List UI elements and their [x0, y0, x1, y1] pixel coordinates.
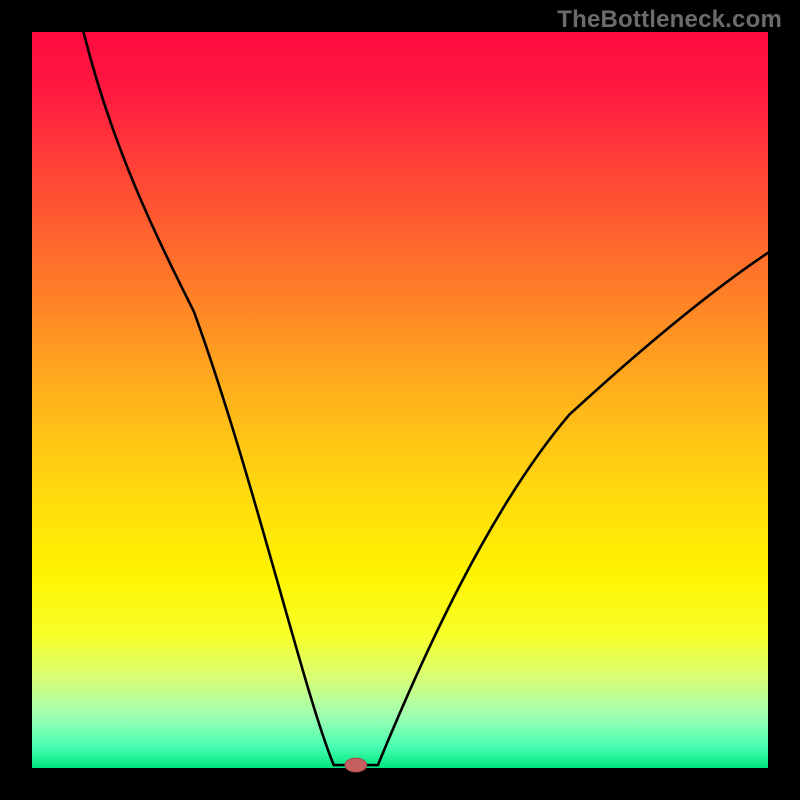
plot-area [32, 32, 768, 768]
bottleneck-chart [0, 0, 800, 800]
chart-container: TheBottleneck.com [0, 0, 800, 800]
watermark-label: TheBottleneck.com [557, 6, 782, 34]
optimal-point-marker [345, 758, 367, 772]
